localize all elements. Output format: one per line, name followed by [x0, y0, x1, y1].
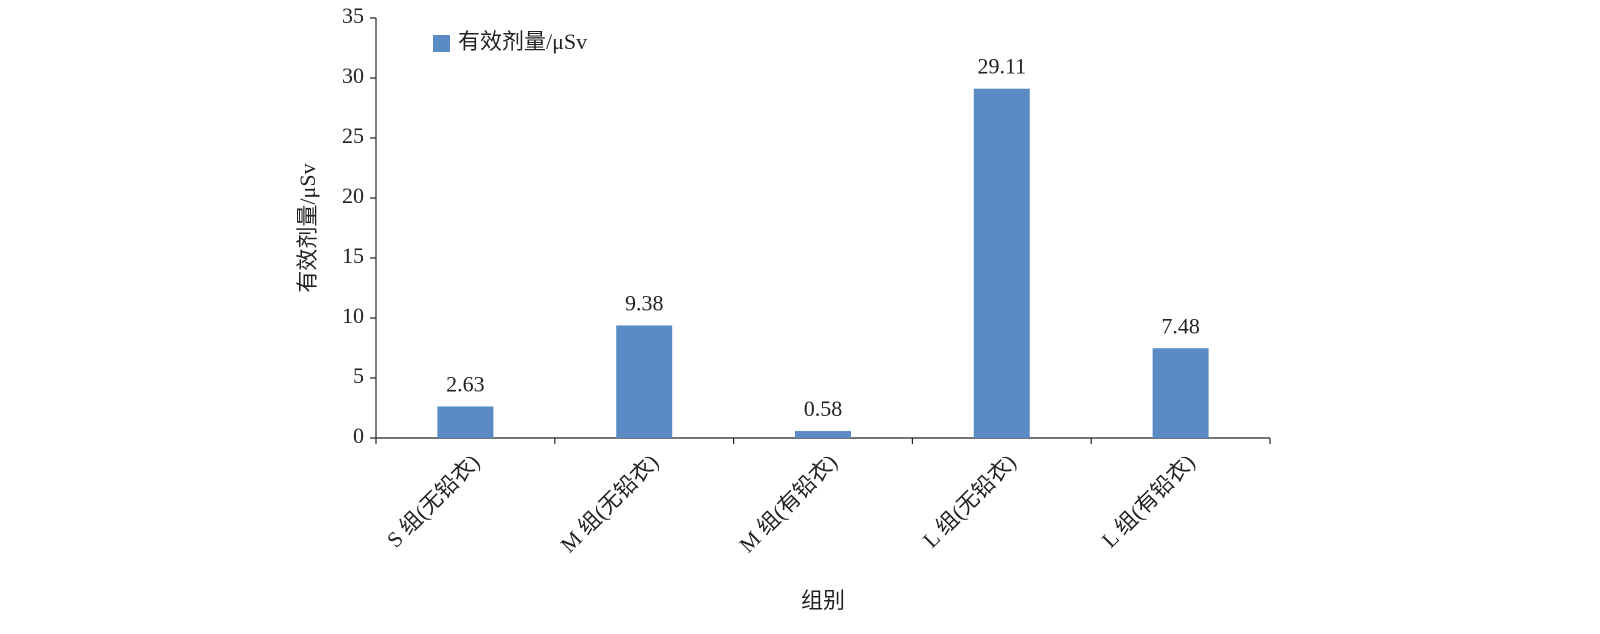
- data-label: 29.11: [977, 54, 1026, 79]
- data-label: 7.48: [1161, 313, 1200, 338]
- legend-label: 有效剂量/μSv: [458, 29, 587, 54]
- data-label: 0.58: [804, 396, 843, 421]
- x-tick-label: S 组(无铅衣): [382, 449, 485, 552]
- data-label: 2.63: [446, 371, 485, 396]
- y-tick-label: 30: [342, 63, 364, 88]
- y-tick-label: 35: [342, 3, 364, 28]
- bar: [973, 88, 1030, 439]
- legend-swatch: [433, 35, 450, 52]
- x-tick-label: L 组(有铅衣): [1097, 449, 1200, 552]
- x-tick-label: M 组(无铅衣): [555, 449, 663, 557]
- y-tick-label: 20: [342, 183, 364, 208]
- y-tick-label: 0: [353, 423, 364, 448]
- bar: [1152, 348, 1209, 438]
- bar: [795, 431, 851, 438]
- x-tick-label: L 组(无铅衣): [918, 449, 1021, 552]
- y-tick-label: 25: [342, 123, 364, 148]
- y-axis-label: 有效剂量/μSv: [295, 163, 320, 292]
- y-tick-label: 5: [353, 363, 364, 388]
- bar: [437, 406, 494, 438]
- bar: [616, 325, 673, 438]
- y-tick-label: 15: [342, 243, 364, 268]
- data-label: 9.38: [625, 290, 664, 315]
- y-tick-label: 10: [342, 303, 364, 328]
- x-tick-label: M 组(有铅衣): [734, 449, 842, 557]
- x-axis-label: 组别: [801, 588, 845, 613]
